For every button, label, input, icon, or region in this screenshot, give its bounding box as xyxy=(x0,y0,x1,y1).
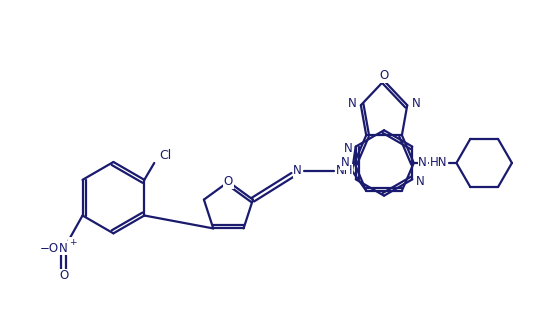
Text: N: N xyxy=(348,97,356,110)
Text: N: N xyxy=(412,97,420,110)
Text: O: O xyxy=(379,69,389,82)
Text: N: N xyxy=(293,164,302,177)
Text: HN: HN xyxy=(430,157,447,169)
Text: O: O xyxy=(224,175,233,188)
Text: +: + xyxy=(69,238,76,247)
Text: N: N xyxy=(341,157,349,169)
Text: −O: −O xyxy=(39,242,59,255)
Text: N: N xyxy=(416,175,425,188)
Text: O: O xyxy=(59,270,69,283)
Text: N: N xyxy=(418,157,427,169)
Text: N: N xyxy=(59,242,68,255)
Text: N: N xyxy=(343,142,352,155)
Text: Cl: Cl xyxy=(159,149,171,161)
Text: NH: NH xyxy=(335,164,353,177)
